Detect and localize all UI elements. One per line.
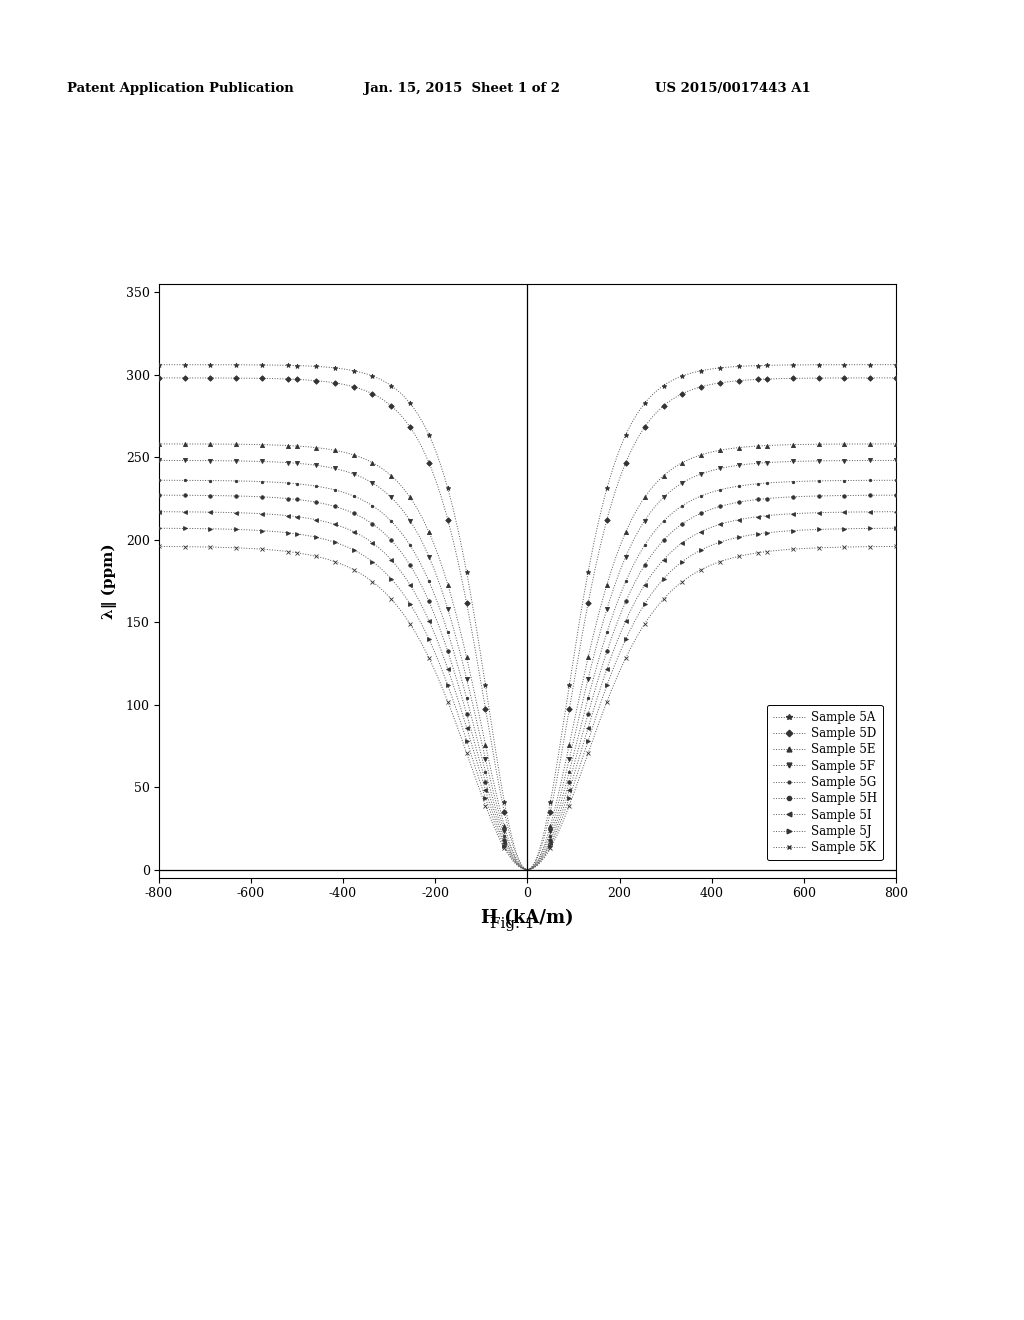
Y-axis label: λ‖ (ppm): λ‖ (ppm) — [102, 543, 118, 619]
Legend: Sample 5A, Sample 5D, Sample 5E, Sample 5F, Sample 5G, Sample 5H, Sample 5I, Sam: Sample 5A, Sample 5D, Sample 5E, Sample … — [767, 705, 883, 861]
Text: Patent Application Publication: Patent Application Publication — [67, 82, 293, 95]
Text: Fig. 1: Fig. 1 — [489, 917, 535, 932]
Text: Jan. 15, 2015  Sheet 1 of 2: Jan. 15, 2015 Sheet 1 of 2 — [364, 82, 559, 95]
Text: US 2015/0017443 A1: US 2015/0017443 A1 — [655, 82, 811, 95]
X-axis label: H (kA/m): H (kA/m) — [481, 909, 573, 928]
